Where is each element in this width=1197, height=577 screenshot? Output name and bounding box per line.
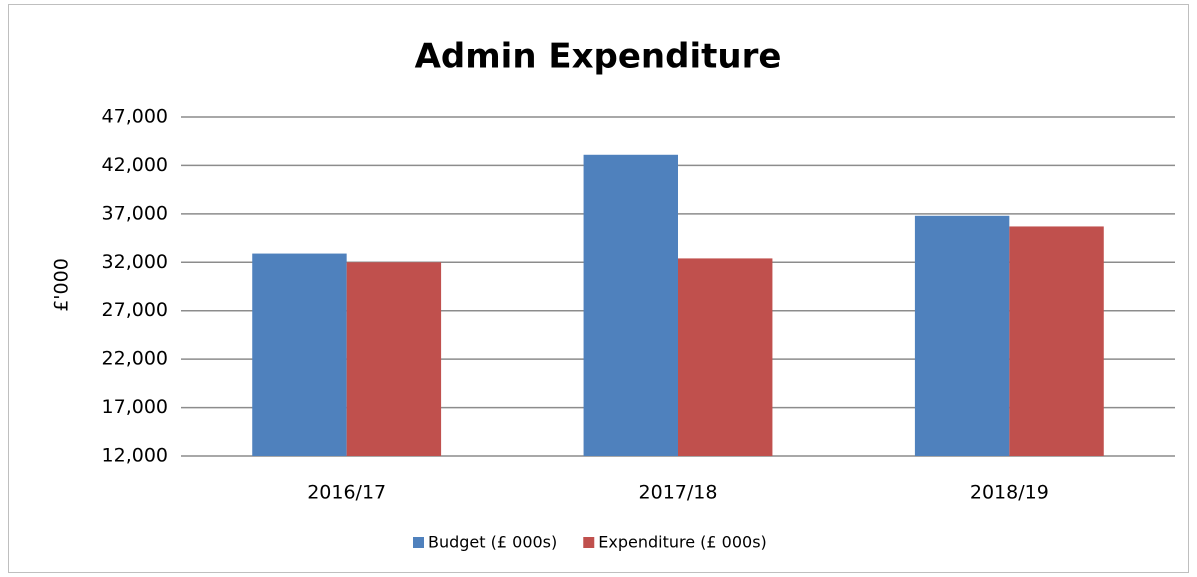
x-tick-label: 2017/18 [639, 482, 718, 504]
y-tick-label: 22,000 [102, 348, 168, 370]
bar [914, 215, 1010, 456]
bar [346, 262, 442, 456]
legend-label: Budget (£ 000s) [428, 533, 557, 552]
y-tick-label: 47,000 [102, 106, 168, 128]
legend-label: Expenditure (£ 000s) [598, 533, 767, 552]
y-tick-label: 12,000 [102, 445, 168, 467]
y-axis-label: £'000 [51, 258, 73, 312]
y-tick-label: 32,000 [102, 251, 168, 273]
x-tick-label: 2018/19 [970, 482, 1049, 504]
x-tick-label: 2016/17 [307, 482, 386, 504]
y-tick-label: 17,000 [102, 396, 168, 418]
chart-title: Admin Expenditure [415, 37, 782, 77]
bar [583, 154, 678, 456]
y-tick-label: 37,000 [102, 202, 168, 224]
bar [678, 258, 773, 456]
y-tick-label: 42,000 [102, 154, 168, 176]
y-tick-label: 27,000 [102, 299, 168, 321]
bar [1009, 226, 1104, 456]
bar [252, 253, 347, 456]
legend-swatch [413, 537, 424, 548]
legend-swatch [583, 537, 595, 548]
